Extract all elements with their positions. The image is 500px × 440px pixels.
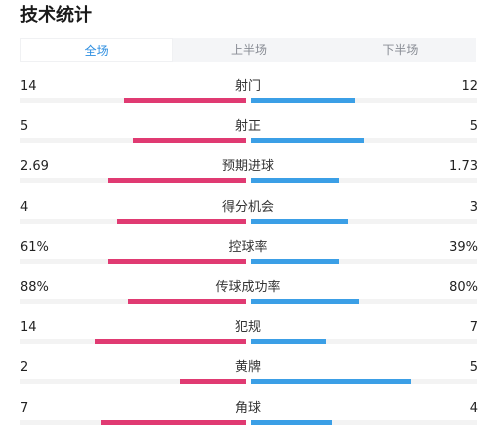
stat-row-possession: 61% 控球率 39% xyxy=(0,239,500,279)
away-bar xyxy=(251,298,360,304)
away-value: 4 xyxy=(469,400,478,416)
tab-first-half[interactable]: 上半场 xyxy=(230,43,267,57)
away-bar-track xyxy=(251,218,477,224)
home-bar xyxy=(108,178,246,184)
away-bar-track xyxy=(251,178,477,184)
away-value: 3 xyxy=(469,199,478,215)
home-value: 5 xyxy=(20,119,29,135)
tab-second-half[interactable]: 下半场 xyxy=(382,43,419,57)
away-bar xyxy=(251,138,364,144)
stat-row-shots: 14 射门 12 xyxy=(0,78,500,118)
away-bar-track xyxy=(251,379,477,385)
away-bar-track xyxy=(251,258,477,264)
stat-label: 黄牌 xyxy=(234,360,261,376)
away-value: 39% xyxy=(449,239,478,255)
away-bar xyxy=(251,379,412,385)
page-title: 技术统计 xyxy=(20,5,92,26)
away-bar-track xyxy=(251,138,477,144)
away-value: 5 xyxy=(469,119,478,135)
stat-label: 控球率 xyxy=(228,239,268,255)
away-bar-track xyxy=(251,419,477,425)
tab-full-match[interactable]: 全场 xyxy=(20,38,174,62)
stat-row-corners: 7 角球 4 xyxy=(0,400,500,440)
stat-label: 传球成功率 xyxy=(215,279,281,295)
home-bar-track xyxy=(20,339,246,345)
away-value: 1.73 xyxy=(449,159,478,175)
away-value: 5 xyxy=(469,360,478,376)
away-bar xyxy=(251,258,340,264)
home-value: 2.69 xyxy=(20,159,49,175)
home-value: 61% xyxy=(20,239,49,255)
home-bar xyxy=(133,138,246,144)
stat-row-pass-accuracy: 88% 传球成功率 80% xyxy=(0,279,500,319)
stat-row-shots-on-target: 5 射正 5 xyxy=(0,118,500,158)
home-bar xyxy=(180,379,246,385)
home-bar-track xyxy=(20,419,246,425)
stat-label: 犯规 xyxy=(234,320,261,336)
home-bar-track xyxy=(20,178,246,184)
stat-row-yellow-cards: 2 黄牌 5 xyxy=(0,359,500,399)
home-bar-track xyxy=(20,298,246,304)
home-bar-track xyxy=(20,218,246,224)
home-value: 88% xyxy=(20,279,49,295)
period-tabs: 全场 上半场 下半场 xyxy=(20,38,476,62)
home-bar xyxy=(128,298,246,304)
home-bar-track xyxy=(20,98,246,103)
home-value: 2 xyxy=(20,360,29,376)
away-bar-track xyxy=(251,339,477,345)
home-bar xyxy=(94,339,246,345)
stat-row-expected-goals: 2.69 预期进球 1.73 xyxy=(0,158,500,198)
stats-list: 14 射门 12 5 射正 5 2.69 预期进球 1.73 4 得分机会 3 … xyxy=(0,78,500,440)
home-value: 14 xyxy=(20,320,37,336)
away-bar xyxy=(251,339,326,345)
home-value: 14 xyxy=(20,79,37,94)
home-bar-track xyxy=(20,258,246,264)
home-bar-track xyxy=(20,379,246,385)
stat-row-fouls: 14 犯规 7 xyxy=(0,319,500,359)
away-bar xyxy=(251,419,333,425)
stat-label: 射门 xyxy=(234,79,261,94)
stat-row-big-chances: 4 得分机会 3 xyxy=(0,199,500,239)
stat-label: 射正 xyxy=(234,119,261,135)
away-value: 80% xyxy=(449,279,478,295)
home-bar xyxy=(123,98,246,103)
home-value: 7 xyxy=(20,400,29,416)
home-bar xyxy=(117,218,246,224)
away-bar xyxy=(251,98,355,103)
stat-label: 预期进球 xyxy=(221,159,274,175)
stat-label: 得分机会 xyxy=(221,199,274,215)
away-value: 12 xyxy=(461,79,478,94)
stat-label: 角球 xyxy=(234,400,261,416)
home-bar xyxy=(101,419,246,425)
away-bar xyxy=(251,218,349,224)
away-bar xyxy=(251,178,340,184)
home-bar-track xyxy=(20,138,246,144)
home-value: 4 xyxy=(20,199,29,215)
away-bar-track xyxy=(251,98,477,103)
home-bar xyxy=(108,258,246,264)
away-value: 7 xyxy=(469,320,478,336)
away-bar-track xyxy=(251,298,477,304)
